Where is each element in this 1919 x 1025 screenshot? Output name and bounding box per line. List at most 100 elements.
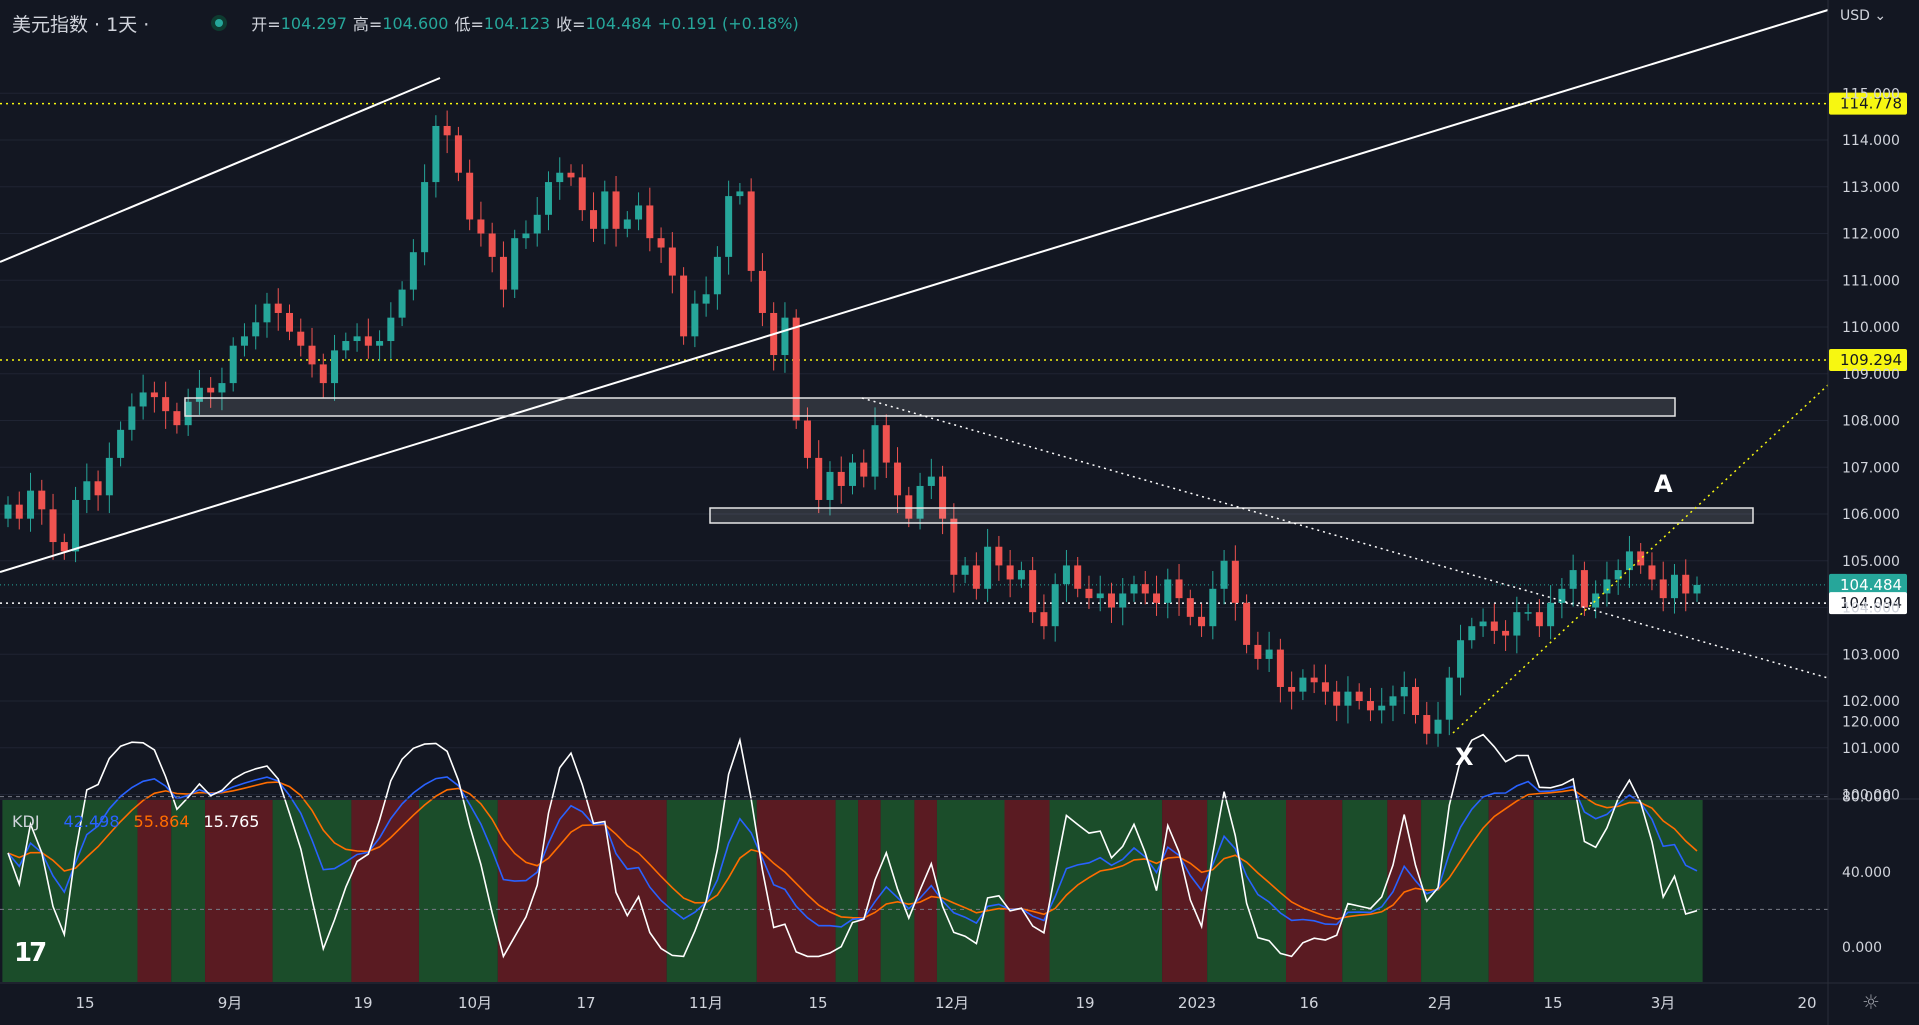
close-label: 收=: [556, 15, 586, 34]
candle: [1513, 596, 1521, 654]
kdj-zone: [1049, 800, 1163, 982]
candle: [1333, 680, 1341, 722]
kdj-zone: [1488, 800, 1534, 982]
candle-body: [691, 303, 699, 337]
price-tick-label: 109.000: [1842, 367, 1900, 383]
candle: [792, 309, 800, 429]
candle-body: [72, 499, 80, 552]
symbol-header[interactable]: 美元指数 · 1天 · 开= 104.297 高= 104.600 低= 104.12…: [12, 10, 799, 36]
candle: [252, 304, 260, 350]
candle-body: [1186, 598, 1194, 617]
candle-body: [803, 420, 811, 458]
candle: [1130, 575, 1138, 602]
market-status-icon: [211, 15, 228, 31]
candle-body: [725, 196, 733, 257]
currency-selector[interactable]: USD ⌄: [1840, 8, 1886, 24]
kdj-zone: [1004, 800, 1050, 982]
kdj-d-value: 55.864: [133, 812, 190, 831]
price-axis: 115.000 114.000 113.000 112.000 111.000 110.0…: [1842, 86, 1900, 803]
open-value: 104.297: [280, 13, 347, 33]
low-value: 104.123: [483, 13, 551, 33]
candle-body: [117, 429, 125, 458]
candle: [1445, 666, 1453, 736]
candle-body: [432, 125, 440, 183]
symbol-title[interactable]: 美元指数 · 1天 ·: [12, 13, 150, 36]
time-tick-label: 17: [576, 994, 595, 1012]
kdj-zone: [1286, 800, 1343, 982]
candle: [1378, 687, 1386, 724]
kdj-header[interactable]: KDJ 42.498 55.864 15.765: [12, 812, 259, 831]
settings-icon[interactable]: ☼: [1862, 990, 1880, 1014]
candle: [894, 447, 902, 514]
candle: [454, 126, 462, 182]
candle: [1592, 580, 1600, 619]
price-tick-label: 107.000: [1842, 460, 1900, 476]
candle: [297, 318, 305, 357]
candle-body: [1243, 602, 1251, 645]
candle-body: [1648, 565, 1656, 580]
candle: [4, 496, 12, 528]
candle: [1265, 631, 1273, 673]
candle: [995, 535, 1003, 581]
candle: [1524, 603, 1532, 621]
candle: [657, 227, 665, 263]
candle: [1085, 575, 1093, 609]
candle-body: [252, 322, 260, 337]
candle-body: [398, 289, 406, 318]
candle-body: [1400, 686, 1408, 697]
candle: [117, 421, 125, 467]
price-tick-label: 102.000: [1842, 694, 1900, 710]
candle: [1243, 594, 1251, 654]
kdj-zone: [1387, 800, 1422, 982]
resistance-zone-upper: [184, 397, 1676, 417]
candle-body: [1074, 565, 1082, 589]
kdj-tick-label: 0.000: [1842, 940, 1882, 956]
candle: [522, 220, 530, 249]
candle: [353, 323, 361, 352]
candle-body: [139, 392, 147, 407]
candle: [1175, 564, 1183, 616]
candle: [150, 381, 158, 413]
candle: [27, 472, 35, 532]
kdj-lines: [0, 733, 1828, 959]
kdj-zones: [2, 800, 1703, 982]
candle-body: [1153, 593, 1161, 603]
candle: [635, 192, 643, 231]
candle-body: [1006, 565, 1014, 580]
candle-body: [162, 397, 170, 412]
support-resistance-levels: [0, 102, 1828, 604]
candle: [1389, 685, 1397, 722]
candle-body: [1355, 691, 1363, 701]
candle-body: [1389, 696, 1397, 706]
time-tick-label: 20: [1797, 994, 1816, 1012]
candle-body: [1592, 593, 1600, 608]
candle-body: [342, 341, 350, 351]
candle: [184, 388, 192, 436]
candle-body: [218, 383, 226, 393]
candle-body: [353, 336, 361, 342]
candle-body: [4, 504, 12, 519]
candle-body: [15, 504, 23, 519]
candle-body: [1614, 570, 1622, 580]
candle: [1107, 582, 1115, 623]
candle-body: [601, 191, 609, 229]
close-value: 104.484: [585, 13, 652, 33]
candle-body: [1479, 621, 1487, 627]
candle: [882, 414, 890, 479]
currency-label: USD: [1840, 8, 1870, 24]
price-tick-label: 103.000: [1842, 647, 1900, 663]
candle: [1558, 578, 1566, 619]
price-tag-box: [1829, 592, 1907, 615]
tradingview-logo-icon[interactable]: 17: [14, 938, 47, 968]
candle-body: [927, 476, 935, 486]
candle: [94, 470, 102, 511]
candle: [916, 472, 924, 530]
descending-trend-line: [861, 397, 1829, 679]
price-tag-box: [1829, 92, 1907, 115]
candle: [961, 557, 969, 584]
candle: [1153, 575, 1161, 616]
candle: [612, 175, 620, 247]
candle-body: [668, 247, 676, 276]
